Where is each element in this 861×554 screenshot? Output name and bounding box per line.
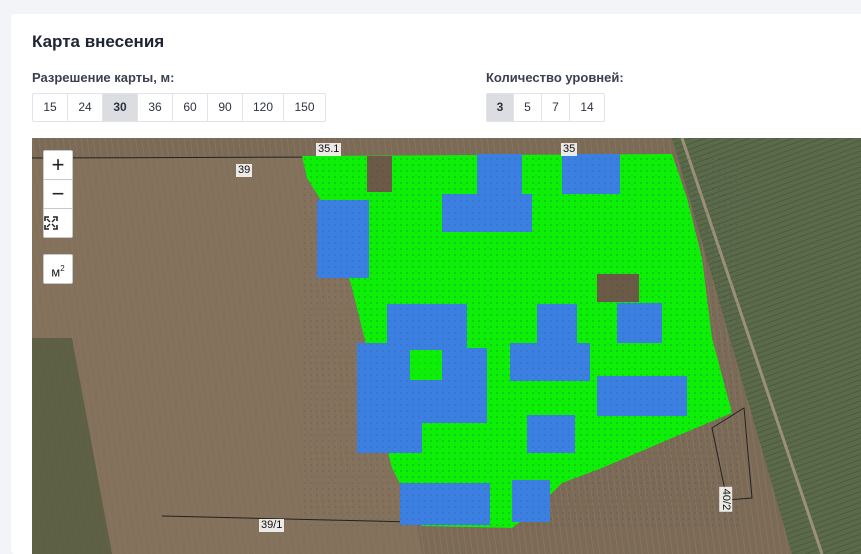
zoom-in-button[interactable]: + [43, 150, 73, 180]
satellite-map-canvas [32, 138, 861, 554]
bottom-left-vegetation [32, 338, 112, 554]
zoom-out-button[interactable]: − [43, 179, 73, 209]
resolution-option-60[interactable]: 60 [173, 94, 208, 121]
field-label-39-1: 39/1 [259, 519, 285, 532]
area-unit-label: м [51, 264, 61, 280]
application-grid-overlay [302, 154, 742, 529]
page-title: Карта внесения [32, 32, 165, 51]
area-unit-power: 2 [60, 264, 65, 273]
resolution-option-30[interactable]: 30 [103, 94, 138, 121]
levels-option-5[interactable]: 5 [514, 94, 542, 121]
application-zones [302, 154, 742, 529]
levels-option-14[interactable]: 14 [580, 100, 594, 114]
resolution-option-36[interactable]: 36 [138, 94, 173, 121]
field-label-40-2: 40/2 [719, 486, 733, 513]
application-map-card: Карта внесения Разрешение карты, м: 15 2… [11, 14, 861, 554]
resolution-option-15[interactable]: 15 [33, 94, 68, 121]
field-label-39: 39 [236, 164, 253, 177]
levels-option-7[interactable]: 7 [542, 94, 570, 121]
fit-bounds-icon[interactable] [43, 208, 73, 238]
resolution-option-150[interactable]: 150 [294, 100, 315, 114]
resolution-label: Разрешение карты, м: [32, 70, 175, 85]
levels-selector: 3 5 7 14 [486, 93, 605, 122]
levels-option-3[interactable]: 3 [487, 94, 514, 121]
resolution-option-120[interactable]: 120 [243, 94, 284, 121]
resolution-selector: 15 24 30 36 60 90 120 150 [32, 93, 326, 122]
levels-label: Количество уровней: [486, 70, 624, 85]
resolution-option-90[interactable]: 90 [208, 94, 243, 121]
resolution-option-24[interactable]: 24 [68, 94, 103, 121]
application-map[interactable]: 35.1 35 39 39/1 40/2 + − м2 [32, 138, 861, 554]
field-label-35-1: 35.1 [316, 143, 342, 156]
field-label-35: 35 [561, 143, 578, 156]
area-units-button[interactable]: м2 [43, 254, 73, 284]
